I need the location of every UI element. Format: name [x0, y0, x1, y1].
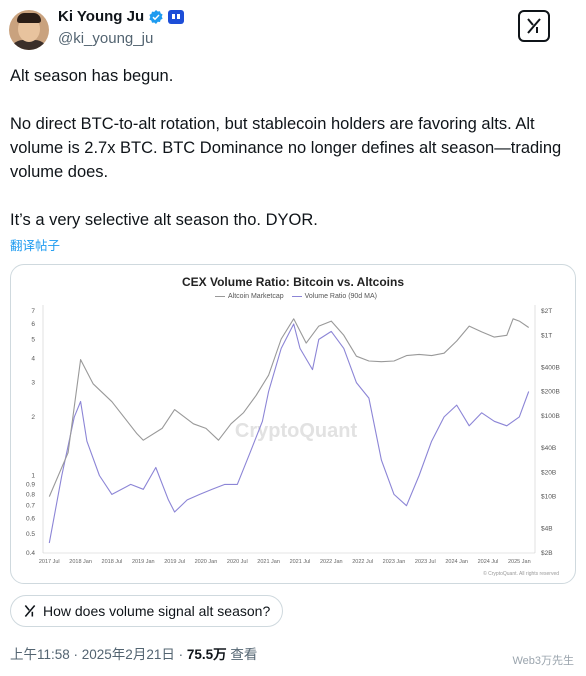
tweet-meta: 上午11:58 · 2025年2月21日 · 75.5万 查看 [10, 643, 257, 663]
grok-suggestion-button[interactable]: How does volume signal alt season? [10, 595, 284, 627]
left-tick-label: 0.7 [26, 503, 35, 510]
view-count: 75.5万 [186, 647, 227, 662]
x-tick-label: 2025 Jan [508, 559, 531, 565]
right-tick-label: $10B [541, 494, 556, 501]
left-tick-label: 0.8 [26, 491, 35, 498]
x-tick-label: 2022 Jul [352, 559, 373, 565]
right-tick-label: $2T [541, 308, 552, 315]
left-tick-label: 5 [31, 336, 35, 343]
right-tick-label: $2B [541, 550, 553, 557]
right-tick-label: $20B [541, 469, 556, 476]
chart-credit: © CryptoQuant. All rights reserved [483, 570, 559, 577]
x-tick-label: 2024 Jan [445, 559, 468, 565]
right-tick-label: $4B [541, 526, 553, 533]
left-tick-label: 0.9 [26, 481, 35, 488]
x-tick-label: 2020 Jan [195, 559, 218, 565]
tweet-text: Alt season has begun. No direct BTC-to-a… [10, 64, 576, 232]
left-tick-label: 2 [31, 414, 35, 421]
altcoin-marketcap-line [48, 318, 530, 497]
left-tick-label: 3 [31, 380, 35, 387]
right-tick-label: $200B [541, 389, 560, 396]
chart-svg: CryptoQuant © CryptoQuant. All rights re… [26, 305, 560, 577]
tweet-line-1: Alt season has begun. [10, 67, 174, 85]
x-tick-label: 2023 Jan [383, 559, 406, 565]
left-tick-label: 1 [31, 473, 35, 480]
x-tick-label: 2020 Jul [227, 559, 248, 565]
x-tick-label: 2024 Jul [478, 559, 499, 565]
x-tick-label: 2023 Jul [415, 559, 436, 565]
x-tick-label: 2018 Jan [69, 559, 92, 565]
right-tick-label: $100B [541, 413, 560, 420]
avatar-body [9, 40, 49, 50]
user-handle[interactable]: @ki_young_ju [58, 30, 154, 47]
x-tick-label: 2021 Jul [290, 559, 311, 565]
right-tick-label: $40B [541, 445, 556, 452]
affiliate-badge-icon [168, 9, 185, 24]
legend-ratio: Volume Ratio (90d MA) [304, 293, 377, 300]
right-tick-label: $1T [541, 332, 552, 339]
avatar-hair [17, 13, 41, 23]
tweet-timestamp[interactable]: 上午11:58 · 2025年2月21日 · [10, 647, 187, 662]
left-tick-label: 6 [31, 321, 35, 328]
source-watermark: Web3万先生 [512, 655, 574, 667]
left-tick-label: 0.4 [26, 550, 35, 557]
view-label: 查看 [226, 647, 258, 662]
chart-card[interactable]: CEX Volume Ratio: Bitcoin vs. Altcoins A… [10, 264, 576, 584]
left-tick-label: 7 [31, 308, 35, 315]
x-tick-label: 2022 Jan [320, 559, 343, 565]
legend-swatch-ratio [291, 295, 302, 297]
grok-icon[interactable] [518, 10, 550, 42]
avatar[interactable] [9, 10, 49, 50]
grok-suggestion-text: How does volume signal alt season? [43, 603, 271, 619]
chart-watermark: CryptoQuant [235, 420, 358, 442]
verified-icon [149, 9, 163, 24]
translate-link[interactable]: 翻译帖子 [10, 239, 61, 253]
left-tick-label: 0.5 [26, 531, 35, 538]
grok-icon [24, 605, 36, 617]
legend-marketcap: Altcoin Marketcap [228, 293, 284, 300]
volume-ratio-line [48, 323, 530, 544]
right-tick-label: $400B [541, 364, 560, 371]
chart-legend: Altcoin Marketcap Volume Ratio (90d MA) [11, 293, 575, 300]
x-tick-label: 2019 Jul [164, 559, 185, 565]
chart-title: CEX Volume Ratio: Bitcoin vs. Altcoins [181, 275, 405, 289]
user-name[interactable]: Ki Young Ju [58, 8, 185, 25]
legend-swatch-marketcap [215, 295, 226, 297]
tweet-line-3: It’s a very selective alt season tho. DY… [10, 211, 318, 229]
x-tick-label: 2019 Jan [132, 559, 155, 565]
tweet-line-2: No direct BTC-to-alt rotation, but stabl… [10, 115, 562, 181]
x-tick-label: 2021 Jan [257, 559, 280, 565]
user-name-text[interactable]: Ki Young Ju [58, 8, 145, 25]
x-tick-label: 2017 Jul [39, 559, 60, 565]
left-tick-label: 0.6 [26, 516, 35, 523]
x-tick-label: 2018 Jul [102, 559, 123, 565]
left-tick-label: 4 [31, 355, 35, 362]
